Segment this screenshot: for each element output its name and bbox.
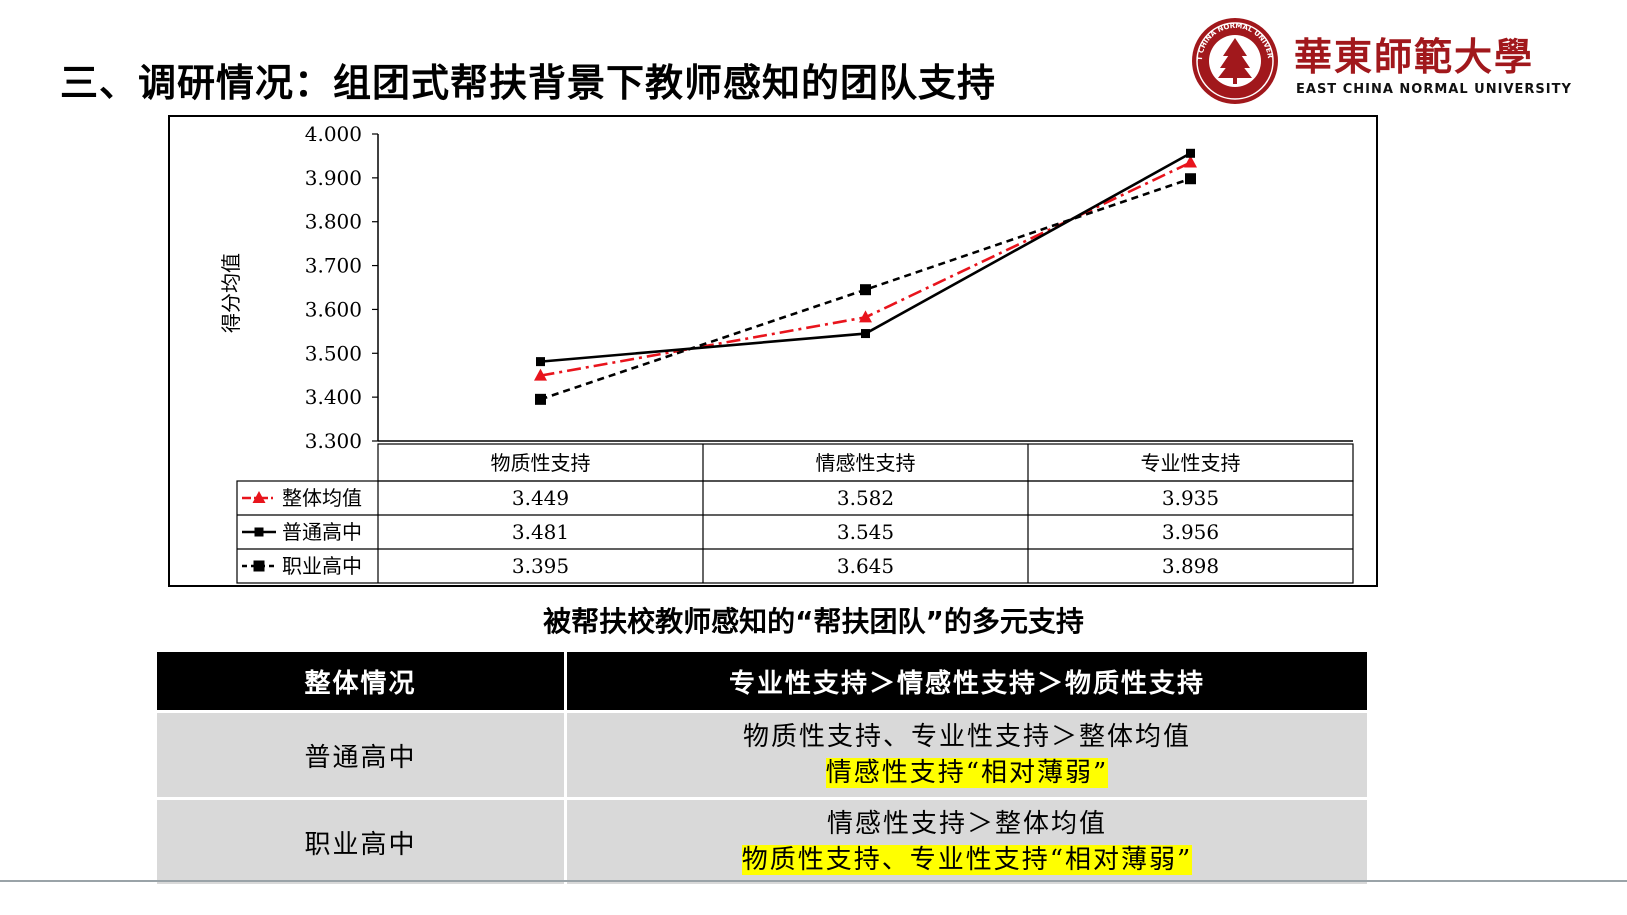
y-tick-label: 3.400 <box>305 385 362 409</box>
summary-detail-line: 物质性支持、专业性支持＞整体均值 <box>742 722 1191 752</box>
university-seal-icon: EAST CHINA NORMAL UNIVERSITY <box>1190 16 1278 104</box>
university-name-en: EAST CHINA NORMAL UNIVERSITY <box>1296 82 1572 97</box>
university-name-cn: 華東師範大學 <box>1294 34 1535 79</box>
summary-header-row: 整体情况 专业性支持＞情感性支持＞物质性支持 <box>157 652 1367 712</box>
table-body-frame <box>236 480 1354 584</box>
legend-key-marker <box>252 491 266 503</box>
y-tick-label: 3.600 <box>305 297 362 321</box>
y-axis-label: 得分均值 <box>219 253 243 333</box>
summary-header-order: 专业性支持＞情感性支持＞物质性支持 <box>565 652 1367 712</box>
legend-series-name: 整体均值 <box>282 486 362 510</box>
data-label: 3.898 <box>1162 554 1219 578</box>
category-label: 专业性支持 <box>1141 451 1241 475</box>
y-tick-label: 3.900 <box>305 166 362 190</box>
chart-frame: 3.300 3.400 3.500 3.600 3.700 3.800 3.900 4.000… <box>168 115 1378 587</box>
data-label: 3.545 <box>837 520 894 544</box>
summary-header-overall: 整体情况 <box>157 652 567 712</box>
data-point <box>860 284 871 296</box>
data-label: 3.956 <box>1162 520 1219 544</box>
y-tick-label: 3.800 <box>305 210 362 234</box>
category-label: 情感性支持 <box>816 451 916 475</box>
summary-row-label: 普通高中 <box>157 710 567 799</box>
data-point <box>535 393 546 405</box>
data-point <box>536 357 545 367</box>
y-tick-label: 4.000 <box>305 122 362 146</box>
y-tick-label: 3.700 <box>305 254 362 278</box>
data-label: 3.582 <box>837 486 894 510</box>
data-label: 3.449 <box>512 486 569 510</box>
category-label: 物质性支持 <box>491 451 591 475</box>
legend-series-name: 普通高中 <box>282 520 362 544</box>
data-label: 3.935 <box>1162 486 1219 510</box>
data-point <box>1185 173 1196 185</box>
data-label: 3.481 <box>512 520 569 544</box>
data-point <box>861 329 870 339</box>
y-tick-label: 3.300 <box>305 429 362 453</box>
university-logo: EAST CHINA NORMAL UNIVERSITY 華東師範大學 EAST… <box>1190 16 1590 108</box>
data-point <box>1184 155 1197 168</box>
summary-row-label: 职业高中 <box>157 797 567 884</box>
data-point <box>1186 148 1195 158</box>
chart-caption: 被帮扶校教师感知的“帮扶团队”的多元支持 <box>543 605 1084 638</box>
y-tick-label: 3.500 <box>305 341 362 365</box>
legend-key-marker <box>254 527 264 537</box>
summary-row: 普通高中 物质性支持、专业性支持＞整体均值 情感性支持“相对薄弱” <box>157 710 1367 799</box>
highlighted-weakness: 物质性支持、专业性支持“相对薄弱” <box>741 845 1193 875</box>
summary-table: 整体情况 专业性支持＞情感性支持＞物质性支持 普通高中 物质性支持、专业性支持＞… <box>157 652 1367 884</box>
summary-row: 职业高中 情感性支持＞整体均值 物质性支持、专业性支持“相对薄弱” <box>157 797 1367 884</box>
data-label: 3.395 <box>512 554 569 578</box>
data-label: 3.645 <box>837 554 894 578</box>
legend-series-name: 职业高中 <box>282 554 362 578</box>
slide-title: 三、调研情况：组团式帮扶背景下教师感知的团队支持 <box>60 61 997 105</box>
legend-key-marker <box>253 560 265 572</box>
bottom-divider <box>0 880 1627 882</box>
line-chart: 3.300 3.400 3.500 3.600 3.700 3.800 3.900 4.000… <box>219 122 1354 584</box>
summary-row-detail: 情感性支持＞整体均值 物质性支持、专业性支持“相对薄弱” <box>565 797 1367 884</box>
summary-row-detail: 物质性支持、专业性支持＞整体均值 情感性支持“相对薄弱” <box>565 710 1367 799</box>
summary-detail-line: 情感性支持＞整体均值 <box>826 809 1107 839</box>
series-line <box>540 161 1192 377</box>
highlighted-weakness: 情感性支持“相对薄弱” <box>825 758 1109 788</box>
data-point <box>534 368 547 381</box>
data-point <box>859 310 872 323</box>
